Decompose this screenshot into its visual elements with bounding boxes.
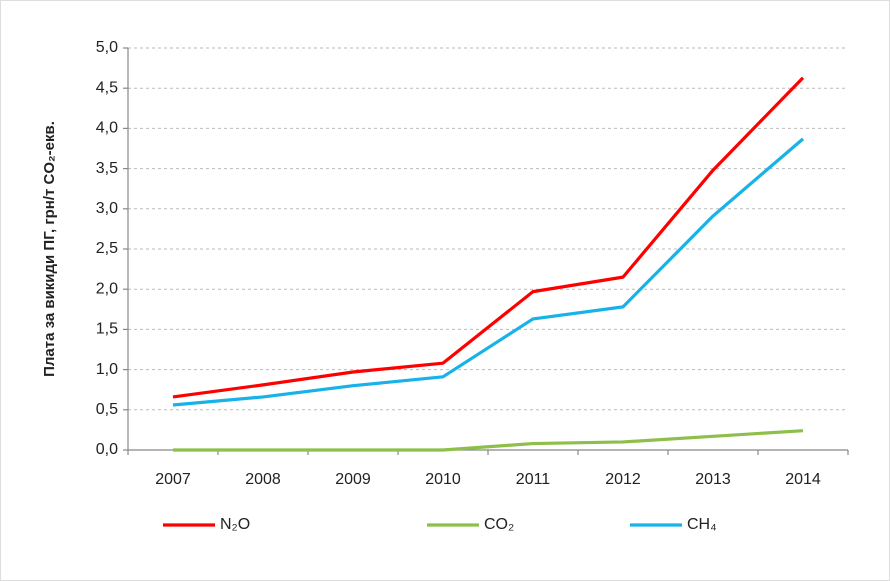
series-line: [172, 137, 805, 407]
x-tick-label: 2013: [695, 471, 731, 488]
y-tick-label: 1,0: [96, 361, 118, 378]
x-tick-label: 2007: [155, 471, 191, 488]
y-tick-label: 0,0: [96, 441, 118, 458]
y-tick-label: 0,5: [96, 401, 118, 418]
y-tick-label: 5,0: [96, 39, 118, 56]
x-tick-label: 2012: [605, 471, 641, 488]
y-tick-label: 2,5: [96, 240, 118, 257]
x-tick-label: 2009: [335, 471, 371, 488]
y-tick-label: 4,0: [96, 120, 118, 137]
x-tick-label: 2014: [785, 471, 821, 488]
legend-label: N₂O: [220, 516, 250, 533]
x-tick-label: 2010: [425, 471, 461, 488]
series-line: [173, 429, 804, 452]
y-tick-label: 4,5: [96, 79, 118, 96]
y-tick-label: 2,0: [96, 280, 118, 297]
y-axis-label: Плата за викиди ПГ, грн/т CO₂-екв.: [41, 121, 58, 377]
y-tick-label: 3,5: [96, 160, 118, 177]
legend-label: CO₂: [484, 516, 514, 533]
y-tick-label: 1,5: [96, 321, 118, 338]
series-line: [172, 76, 805, 399]
y-tick-label: 3,0: [96, 200, 118, 217]
legend-label: CH₄: [687, 516, 717, 533]
x-tick-label: 2008: [245, 471, 281, 488]
x-tick-label: 2011: [516, 471, 551, 488]
